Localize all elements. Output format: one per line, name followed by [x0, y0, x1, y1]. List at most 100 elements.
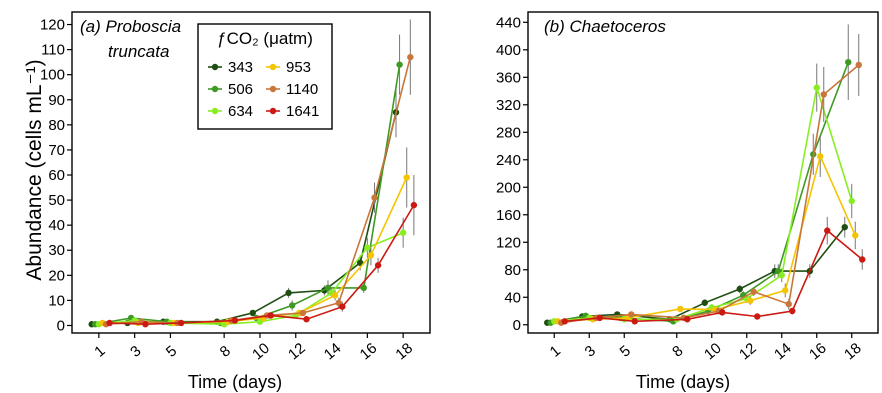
y-tick-label: 110 [41, 42, 65, 59]
y-tick-label: 40 [48, 217, 65, 234]
data-point [782, 287, 789, 294]
data-point [399, 229, 407, 236]
data-point [177, 319, 185, 327]
legend-label: 953 [286, 59, 311, 76]
legend-title: ƒCO₂ (μatm) [217, 29, 313, 48]
data-point [231, 317, 239, 324]
y-tick-label: 90 [48, 92, 65, 109]
data-point [288, 302, 296, 309]
series-1140 [558, 33, 862, 326]
y-tick-label: 120 [496, 234, 521, 251]
x-ticks-a: 1 3 5 8 10 12 14 16 18 [91, 333, 416, 363]
y-tick-label: 240 [496, 152, 521, 169]
x-tick-label: 3 [582, 342, 599, 360]
data-point [848, 197, 855, 205]
panel-title-a: (a) Proboscia [80, 17, 181, 36]
y-tick-label: 80 [48, 117, 65, 134]
data-point [396, 61, 403, 68]
data-point [631, 318, 638, 325]
plot-frame-a [71, 11, 431, 334]
y-tick-label: 400 [496, 42, 521, 59]
y-tick-label: 80 [504, 262, 521, 279]
series-layer-b [544, 24, 866, 326]
data-point [371, 194, 378, 201]
y-tick-label: 70 [48, 142, 65, 159]
legend-label: 343 [228, 59, 253, 76]
x-tick-label: 18 [392, 340, 416, 364]
data-point [750, 288, 757, 295]
y-tick-label: 160 [496, 207, 521, 224]
data-point [331, 292, 339, 299]
data-point [407, 53, 414, 61]
y-tick-label: 30 [48, 242, 65, 259]
panel-title-b: (b) Chaetoceros [544, 17, 666, 36]
y-tick-label: 0 [513, 317, 521, 334]
y-tick-label: 200 [496, 179, 521, 196]
x-tick-label: 5 [617, 342, 634, 360]
data-point [142, 321, 149, 328]
data-point [845, 58, 852, 66]
legend-swatch-marker [211, 85, 219, 93]
x-axis-label-a: Time (days) [188, 372, 282, 392]
legend-label: 506 [228, 81, 253, 98]
y-tick-label: 280 [496, 124, 521, 141]
data-point [403, 174, 410, 181]
data-point [852, 232, 859, 239]
y-tick-label: 60 [48, 167, 65, 184]
x-tick-label: 1 [547, 342, 564, 360]
data-point [684, 316, 691, 323]
data-point [628, 311, 635, 318]
x-tick-label: 10 [701, 340, 725, 364]
x-ticks-b: 1 3 5 8 10 12 14 16 18 [547, 333, 865, 363]
data-point [285, 289, 292, 297]
data-point [364, 244, 371, 251]
x-tick-label: 3 [127, 342, 144, 360]
data-point [596, 314, 603, 322]
legend-entries: 343 953 506 1140 634 1641 [208, 59, 319, 120]
series-line [91, 112, 397, 325]
x-tick-label: 8 [669, 342, 686, 360]
data-point [410, 201, 418, 209]
data-point [701, 299, 708, 306]
data-point [747, 297, 754, 304]
series-953 [99, 147, 410, 327]
y-tick-label: 50 [48, 192, 65, 209]
data-point [817, 153, 824, 160]
y-axis-label: Abundance (cells mL⁻¹) [23, 59, 46, 280]
data-point [677, 305, 684, 313]
series-1641 [561, 216, 866, 325]
data-point [736, 285, 743, 293]
data-point [339, 303, 346, 310]
legend-label: 634 [228, 103, 253, 120]
data-point [859, 256, 866, 263]
x-tick-label: 16 [806, 340, 830, 364]
y-tick-label: 0 [57, 317, 65, 334]
data-point [778, 272, 785, 279]
legend-swatch-marker [211, 63, 219, 71]
x-tick-label: 1 [91, 342, 108, 360]
data-point [303, 316, 310, 323]
legend: ƒCO₂ (μatm) 343 953 506 1140 634 1641 [197, 23, 333, 130]
legend-label: 1140 [286, 81, 318, 98]
y-ticks-a: 0 10 20 30 40 50 60 70 80 90 100 110 120 [40, 17, 72, 334]
y-tick-label: 20 [48, 267, 65, 284]
x-tick-label: 5 [163, 342, 180, 360]
data-point [324, 284, 332, 292]
data-point [855, 61, 862, 69]
series-line [102, 177, 408, 324]
x-axis-label-b: Time (days) [636, 372, 730, 392]
panel-subtitle-a: truncata [108, 42, 169, 61]
data-point [824, 227, 831, 234]
legend-label: 1641 [286, 103, 319, 120]
data-point [754, 313, 761, 320]
data-point [106, 319, 113, 327]
y-tick-label: 440 [496, 14, 521, 31]
series-634 [551, 63, 855, 325]
x-tick-label: 12 [736, 340, 760, 364]
x-tick-label: 12 [285, 340, 309, 364]
x-tick-label: 16 [357, 340, 381, 364]
data-point [719, 309, 726, 316]
